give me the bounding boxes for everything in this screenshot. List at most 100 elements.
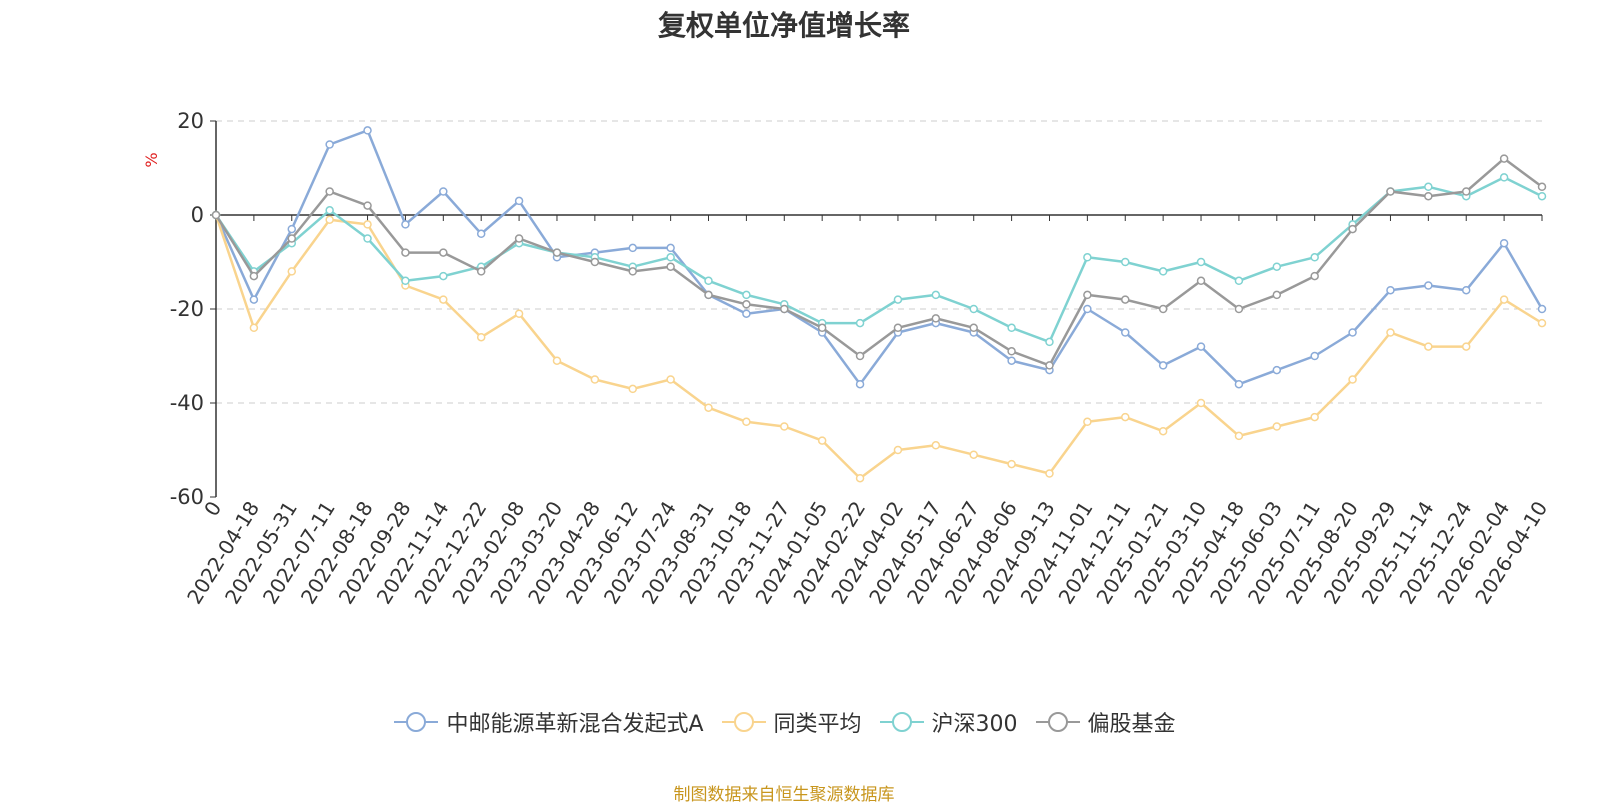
data-point[interactable]	[969, 323, 978, 333]
data-point[interactable]	[1272, 365, 1282, 375]
data-point[interactable]	[742, 417, 751, 427]
data-point[interactable]	[1196, 342, 1206, 351]
data-point[interactable]	[1007, 356, 1016, 365]
data-point[interactable]	[363, 234, 372, 243]
data-point[interactable]	[325, 215, 334, 224]
data-point[interactable]	[1499, 173, 1509, 182]
data-point[interactable]	[514, 196, 524, 206]
data-point[interactable]	[931, 441, 941, 450]
data-point[interactable]	[969, 450, 978, 459]
data-point[interactable]	[1083, 304, 1092, 314]
data-point[interactable]	[1007, 459, 1016, 469]
data-point[interactable]	[893, 295, 903, 304]
data-point[interactable]	[855, 473, 865, 483]
data-point[interactable]	[704, 290, 713, 300]
data-point[interactable]	[931, 314, 941, 323]
data-point[interactable]	[590, 375, 600, 384]
data-point[interactable]	[1196, 276, 1206, 286]
data-point[interactable]	[1158, 267, 1168, 276]
data-point[interactable]	[1537, 318, 1547, 328]
data-point[interactable]	[893, 323, 903, 333]
data-point[interactable]	[476, 267, 486, 276]
data-point[interactable]	[1499, 238, 1509, 248]
data-point[interactable]	[552, 248, 562, 257]
legend-item[interactable]: 中邮能源革新混合发起式A	[392, 706, 704, 738]
data-point[interactable]	[1386, 285, 1395, 295]
data-point[interactable]	[325, 187, 334, 196]
data-point[interactable]	[401, 276, 410, 286]
data-point[interactable]	[780, 304, 789, 314]
data-point[interactable]	[1158, 304, 1168, 314]
data-point[interactable]	[1310, 351, 1319, 361]
data-point[interactable]	[1234, 379, 1244, 389]
data-point[interactable]	[1158, 426, 1168, 436]
data-point[interactable]	[666, 253, 675, 262]
legend-item[interactable]: 偏股基金	[1034, 706, 1176, 738]
data-point[interactable]	[780, 422, 789, 431]
data-point[interactable]	[287, 267, 297, 276]
data-point[interactable]	[287, 234, 297, 243]
data-point[interactable]	[628, 384, 637, 394]
data-point[interactable]	[249, 323, 259, 333]
data-point[interactable]	[552, 356, 562, 365]
data-point[interactable]	[1424, 281, 1433, 290]
data-point[interactable]	[439, 248, 448, 257]
data-point[interactable]	[1461, 187, 1471, 196]
data-point[interactable]	[1121, 328, 1130, 337]
data-point[interactable]	[742, 290, 751, 300]
data-point[interactable]	[1083, 417, 1092, 427]
data-point[interactable]	[817, 436, 827, 445]
data-point[interactable]	[1083, 253, 1092, 262]
data-point[interactable]	[249, 295, 259, 304]
data-point[interactable]	[211, 210, 221, 220]
data-point[interactable]	[666, 262, 675, 271]
data-point[interactable]	[1045, 337, 1054, 347]
data-point[interactable]	[1386, 187, 1395, 196]
data-point[interactable]	[1234, 431, 1244, 441]
data-point[interactable]	[1196, 257, 1206, 267]
data-point[interactable]	[742, 309, 751, 318]
data-point[interactable]	[1310, 253, 1319, 262]
data-point[interactable]	[1234, 304, 1244, 314]
data-point[interactable]	[666, 243, 675, 253]
data-point[interactable]	[817, 323, 827, 333]
data-point[interactable]	[1272, 422, 1282, 431]
data-point[interactable]	[325, 140, 334, 149]
data-point[interactable]	[590, 257, 600, 267]
data-point[interactable]	[1386, 328, 1395, 337]
data-point[interactable]	[1121, 257, 1130, 267]
data-point[interactable]	[401, 248, 410, 257]
data-point[interactable]	[1424, 342, 1433, 351]
data-point[interactable]	[1424, 182, 1433, 192]
data-point[interactable]	[1499, 295, 1509, 304]
data-point[interactable]	[363, 220, 372, 229]
data-point[interactable]	[855, 318, 865, 328]
data-point[interactable]	[476, 229, 486, 239]
data-point[interactable]	[628, 267, 637, 276]
data-point[interactable]	[439, 271, 448, 281]
data-point[interactable]	[325, 206, 334, 215]
data-point[interactable]	[1348, 375, 1357, 384]
data-point[interactable]	[1461, 342, 1471, 351]
data-point[interactable]	[855, 351, 865, 361]
data-point[interactable]	[1310, 412, 1319, 422]
data-point[interactable]	[1196, 398, 1206, 408]
data-point[interactable]	[1461, 285, 1471, 295]
data-point[interactable]	[1499, 154, 1509, 163]
data-point[interactable]	[1272, 290, 1282, 300]
data-point[interactable]	[1424, 191, 1433, 201]
data-point[interactable]	[1348, 328, 1357, 337]
data-point[interactable]	[1007, 323, 1016, 333]
data-point[interactable]	[1234, 276, 1244, 286]
legend-item[interactable]: 同类平均	[720, 706, 862, 738]
data-point[interactable]	[1348, 224, 1357, 234]
data-point[interactable]	[742, 300, 751, 309]
data-point[interactable]	[514, 309, 524, 318]
data-point[interactable]	[287, 224, 297, 234]
data-point[interactable]	[704, 403, 713, 412]
data-point[interactable]	[476, 332, 486, 342]
data-point[interactable]	[931, 290, 941, 300]
data-point[interactable]	[1121, 412, 1130, 422]
data-point[interactable]	[1537, 182, 1547, 192]
data-point[interactable]	[514, 234, 524, 243]
